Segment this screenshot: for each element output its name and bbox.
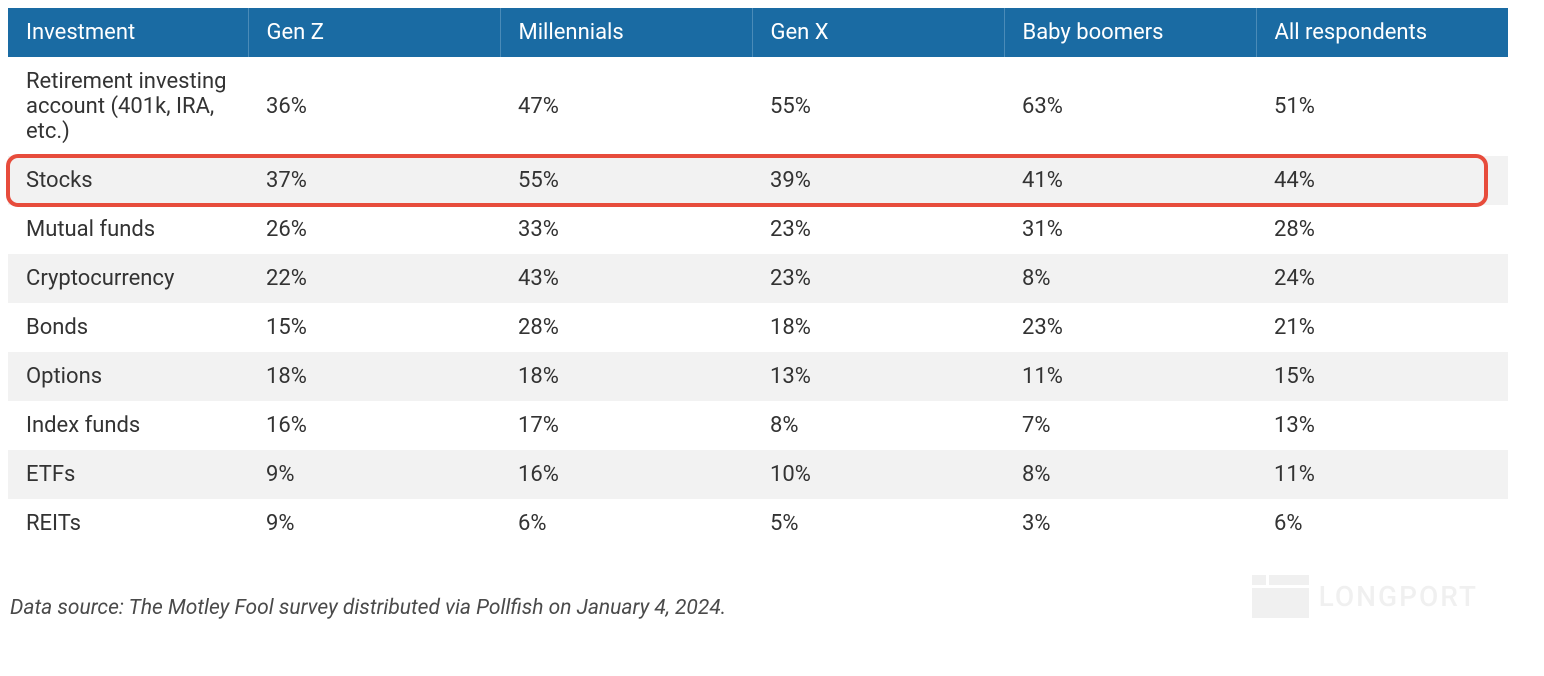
row-value: 16%	[500, 450, 752, 499]
row-value: 51%	[1256, 57, 1508, 156]
row-label: Index funds	[8, 401, 248, 450]
header-millennials: Millennials	[500, 8, 752, 57]
investment-table-container: Investment Gen Z Millennials Gen X Baby …	[8, 8, 1508, 548]
row-value: 10%	[752, 450, 1004, 499]
row-value: 63%	[1004, 57, 1256, 156]
row-value: 28%	[1256, 205, 1508, 254]
row-value: 3%	[1004, 499, 1256, 548]
row-value: 16%	[248, 401, 500, 450]
row-value: 17%	[500, 401, 752, 450]
row-label: ETFs	[8, 450, 248, 499]
row-value: 9%	[248, 499, 500, 548]
row-value: 24%	[1256, 254, 1508, 303]
table-row: Retirement investing account (401k, IRA,…	[8, 57, 1508, 156]
investment-table: Investment Gen Z Millennials Gen X Baby …	[8, 8, 1508, 548]
watermark-text: LONGPORT	[1319, 580, 1478, 613]
row-value: 26%	[248, 205, 500, 254]
header-genz: Gen Z	[248, 8, 500, 57]
table-row: Stocks37%55%39%41%44%	[8, 156, 1508, 205]
watermark-icon	[1252, 575, 1309, 618]
row-value: 11%	[1004, 352, 1256, 401]
row-value: 7%	[1004, 401, 1256, 450]
row-value: 23%	[752, 254, 1004, 303]
row-value: 15%	[248, 303, 500, 352]
row-value: 8%	[1004, 450, 1256, 499]
row-value: 37%	[248, 156, 500, 205]
header-all: All respondents	[1256, 8, 1508, 57]
row-value: 44%	[1256, 156, 1508, 205]
row-label: REITs	[8, 499, 248, 548]
row-value: 5%	[752, 499, 1004, 548]
row-value: 43%	[500, 254, 752, 303]
row-value: 23%	[752, 205, 1004, 254]
row-value: 33%	[500, 205, 752, 254]
row-value: 21%	[1256, 303, 1508, 352]
row-value: 55%	[500, 156, 752, 205]
row-value: 9%	[248, 450, 500, 499]
table-row: Cryptocurrency22%43%23%8%24%	[8, 254, 1508, 303]
row-label: Cryptocurrency	[8, 254, 248, 303]
table-row: Mutual funds26%33%23%31%28%	[8, 205, 1508, 254]
row-value: 6%	[1256, 499, 1508, 548]
row-value: 22%	[248, 254, 500, 303]
row-value: 18%	[500, 352, 752, 401]
row-value: 41%	[1004, 156, 1256, 205]
row-label: Stocks	[8, 156, 248, 205]
row-value: 47%	[500, 57, 752, 156]
row-value: 36%	[248, 57, 500, 156]
row-label: Mutual funds	[8, 205, 248, 254]
header-boomers: Baby boomers	[1004, 8, 1256, 57]
table-header-row: Investment Gen Z Millennials Gen X Baby …	[8, 8, 1508, 57]
row-value: 55%	[752, 57, 1004, 156]
row-value: 28%	[500, 303, 752, 352]
row-value: 31%	[1004, 205, 1256, 254]
header-investment: Investment	[8, 8, 248, 57]
table-row: ETFs9%16%10%8%11%	[8, 450, 1508, 499]
row-value: 15%	[1256, 352, 1508, 401]
row-value: 23%	[1004, 303, 1256, 352]
table-row: REITs9%6%5%3%6%	[8, 499, 1508, 548]
row-value: 8%	[752, 401, 1004, 450]
row-value: 39%	[752, 156, 1004, 205]
row-value: 8%	[1004, 254, 1256, 303]
header-genx: Gen X	[752, 8, 1004, 57]
row-value: 6%	[500, 499, 752, 548]
row-value: 13%	[752, 352, 1004, 401]
row-label: Retirement investing account (401k, IRA,…	[8, 57, 248, 156]
table-row: Index funds16%17%8%7%13%	[8, 401, 1508, 450]
row-value: 18%	[248, 352, 500, 401]
watermark: LONGPORT	[1252, 575, 1478, 618]
table-row: Bonds15%28%18%23%21%	[8, 303, 1508, 352]
row-label: Bonds	[8, 303, 248, 352]
row-value: 18%	[752, 303, 1004, 352]
table-body: Retirement investing account (401k, IRA,…	[8, 57, 1508, 548]
row-label: Options	[8, 352, 248, 401]
row-value: 13%	[1256, 401, 1508, 450]
row-value: 11%	[1256, 450, 1508, 499]
table-row: Options18%18%13%11%15%	[8, 352, 1508, 401]
